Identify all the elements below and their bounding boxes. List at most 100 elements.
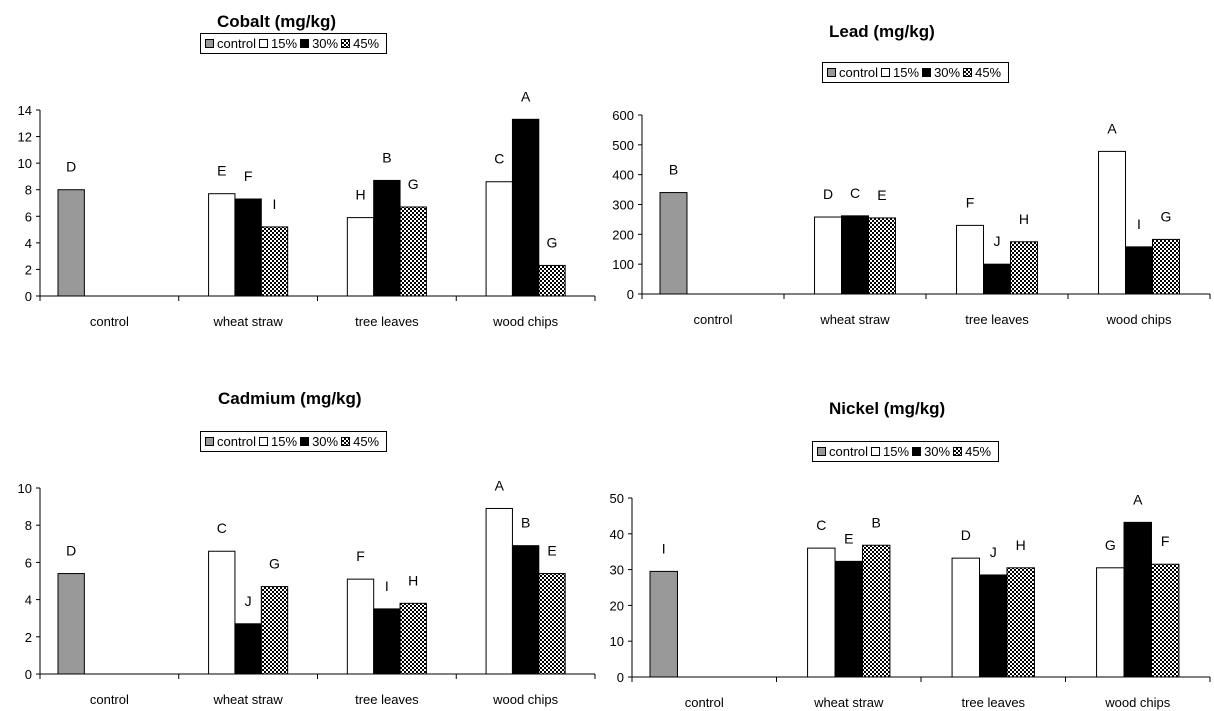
x-tick-label: control — [90, 692, 129, 707]
bar-letter-label: B — [872, 514, 881, 530]
bar-letter-label: G — [547, 234, 558, 250]
y-tick-label: 14 — [18, 103, 32, 118]
bar-45pct — [1150, 563, 1180, 678]
legend-swatch-15 — [259, 39, 269, 48]
legend-item-15: 15% — [871, 444, 909, 459]
bar-letter-label: H — [1019, 211, 1029, 227]
legend-label: 30% — [924, 444, 951, 459]
legend-swatch-15 — [871, 447, 881, 456]
cobalt-chart: Cobalt (mg/kg) control 15% 30% 45% 0 2 4 6 8… — [0, 0, 600, 350]
legend-item-control: control — [205, 434, 256, 449]
legend-label: control — [829, 444, 869, 459]
y-tick-label: 0 — [617, 670, 624, 685]
y-tick-label: 8 — [25, 518, 32, 533]
chart-title: Cadmium (mg/kg) — [218, 389, 362, 408]
legend-label: 45% — [975, 65, 1002, 80]
bar-45pct — [260, 586, 289, 675]
x-tick-label: control — [90, 314, 129, 329]
bar-letter-label: C — [494, 151, 504, 167]
bar-15pct — [346, 578, 375, 675]
chart-legend: control 15% 30% 45% — [822, 62, 1010, 83]
bar-30pct — [234, 198, 262, 297]
bar-letter-label: J — [245, 593, 252, 609]
x-tick-label: tree leaves — [961, 695, 1025, 710]
bar-15pct — [485, 181, 513, 297]
bar-letter-label: J — [990, 544, 997, 560]
chart-legend: control 15% 30% 45% — [200, 33, 388, 54]
bar-control — [659, 192, 688, 295]
x-tick-label: tree leaves — [355, 314, 419, 329]
bar-letter-label: I — [385, 578, 389, 594]
y-tick-label: 8 — [25, 183, 32, 198]
bar-letter-label: A — [521, 88, 531, 104]
bar-15pct — [956, 224, 985, 295]
legend-swatch-30 — [922, 68, 932, 77]
bar-letter-label: I — [1137, 216, 1141, 232]
bar-letter-label: B — [521, 515, 530, 531]
bar-letter-label: H — [355, 187, 365, 203]
legend-label: control — [217, 36, 257, 51]
legend-label: 15% — [893, 65, 920, 80]
nickel-chart: Nickel (mg/kg) control 15% 30% 45% 0 10 20… — [600, 355, 1214, 711]
bar-30pct — [979, 574, 1008, 678]
bar-30pct — [511, 545, 540, 675]
lead-chart: Lead (mg/kg) control 15% 30% 45% 0 100 200… — [600, 0, 1214, 350]
legend-item-45: 45% — [953, 444, 991, 459]
legend-swatch-control — [205, 39, 214, 48]
chart-legend: control 15% 30% 45% — [200, 431, 388, 452]
bar-30pct — [983, 263, 1011, 295]
legend-item-control: control — [205, 36, 256, 51]
bar-15pct — [1096, 567, 1125, 678]
bar-letter-label: E — [217, 163, 226, 179]
bar-letter-label: D — [823, 186, 833, 202]
x-tick-label: tree leaves — [355, 692, 419, 707]
legend-swatch-45 — [341, 39, 351, 48]
bar-letter-label: F — [966, 194, 975, 210]
y-tick-label: 6 — [25, 555, 32, 570]
bar-45pct — [1151, 238, 1180, 295]
legend-label: 45% — [353, 36, 380, 51]
y-tick-label: 10 — [18, 481, 32, 496]
y-tick-label: 600 — [612, 108, 634, 123]
legend-swatch-45 — [953, 447, 963, 456]
legend-item-control: control — [817, 444, 868, 459]
legend-item-15: 15% — [259, 36, 297, 51]
bar-letter-label: A — [1107, 120, 1117, 136]
legend-label: 45% — [965, 444, 992, 459]
y-tick-label: 100 — [612, 257, 634, 272]
y-tick-label: 0 — [627, 287, 634, 302]
bar-letter-label: B — [669, 162, 678, 178]
bar-15pct — [208, 550, 236, 675]
legend-swatch-15 — [881, 68, 891, 77]
legend-item-30: 30% — [300, 434, 338, 449]
chart-plot: 0 100 200 300 400 500 600 control wheat straw tre… — [612, 108, 1211, 327]
bar-30pct — [511, 118, 540, 297]
y-tick-label: 500 — [612, 138, 634, 153]
bar-15pct — [951, 557, 981, 678]
x-tick-label: wood chips — [1104, 695, 1171, 710]
legend-label: control — [217, 434, 257, 449]
x-tick-label: wheat straw — [212, 692, 283, 707]
y-tick-label: 2 — [25, 630, 32, 645]
bar-45pct — [538, 573, 566, 675]
legend-swatch-control — [817, 447, 826, 456]
chart-title: Cobalt (mg/kg) — [217, 12, 336, 31]
x-tick-label: wheat straw — [819, 312, 890, 327]
y-tick-label: 400 — [612, 168, 634, 183]
bar-15pct — [208, 193, 236, 297]
chart-legend: control 15% 30% 45% — [812, 441, 1000, 462]
bar-30pct — [834, 560, 863, 678]
legend-label: 30% — [312, 36, 339, 51]
y-tick-label: 50 — [610, 491, 624, 506]
y-tick-label: 10 — [610, 634, 624, 649]
legend-label: 15% — [271, 434, 298, 449]
bar-45pct — [867, 217, 896, 295]
y-tick-label: 6 — [25, 209, 32, 224]
x-tick-label: tree leaves — [965, 312, 1029, 327]
legend-item-45: 45% — [963, 65, 1001, 80]
bar-45pct — [260, 226, 289, 297]
y-tick-label: 30 — [610, 563, 624, 578]
legend-label: 15% — [271, 36, 298, 51]
chart-plot: 0 10 20 30 40 50 control wheat straw tree leaves… — [610, 491, 1211, 710]
bar-control — [649, 570, 678, 678]
